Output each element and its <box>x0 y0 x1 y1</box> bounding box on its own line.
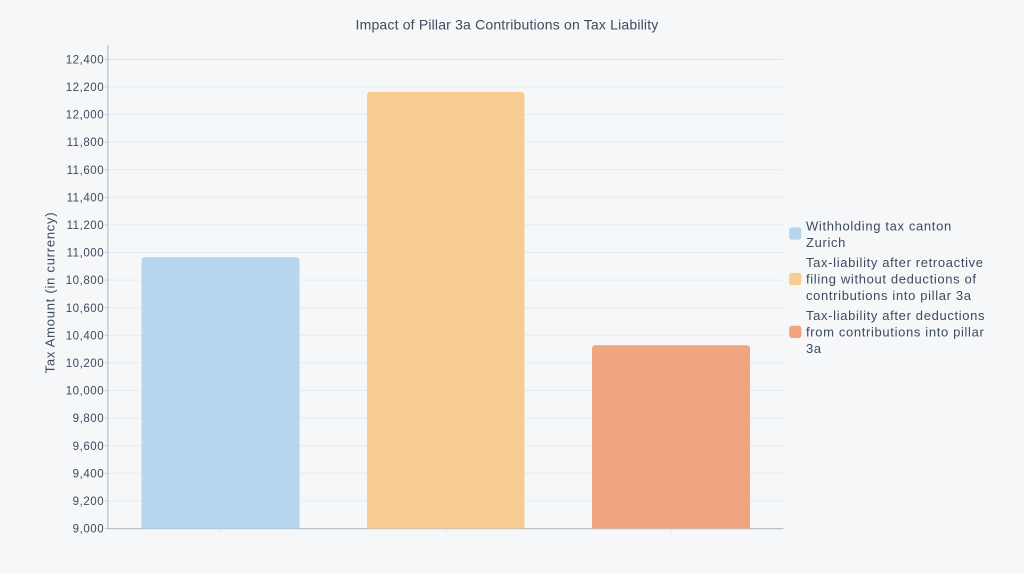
svg-text:contributions into pillar 3a: contributions into pillar 3a <box>806 288 972 303</box>
svg-text:11,800: 11,800 <box>67 137 105 149</box>
svg-text:10,200: 10,200 <box>66 358 104 370</box>
svg-text:11,600: 11,600 <box>67 165 105 177</box>
svg-text:3a: 3a <box>806 341 822 356</box>
svg-text:filing without deductions of: filing without deductions of <box>806 271 977 286</box>
svg-text:9,600: 9,600 <box>73 441 105 453</box>
svg-text:12,400: 12,400 <box>66 54 104 66</box>
svg-text:9,800: 9,800 <box>73 413 105 425</box>
svg-text:10,600: 10,600 <box>66 303 104 315</box>
svg-text:10,800: 10,800 <box>66 275 104 287</box>
svg-text:10,400: 10,400 <box>66 330 104 342</box>
svg-text:Withholding tax canton: Withholding tax canton <box>806 219 952 234</box>
svg-text:11,400: 11,400 <box>67 192 105 204</box>
svg-text:Impact of Pillar 3a Contributi: Impact of Pillar 3a Contributions on Tax… <box>356 17 659 33</box>
svg-text:11,000: 11,000 <box>67 248 105 260</box>
svg-text:12,200: 12,200 <box>66 82 104 94</box>
svg-text:Tax-liability after deductions: Tax-liability after deductions <box>806 308 985 323</box>
svg-text:11,200: 11,200 <box>67 220 105 232</box>
svg-text:12,000: 12,000 <box>66 110 104 122</box>
svg-text:Tax Amount (in currency): Tax Amount (in currency) <box>43 212 58 374</box>
svg-text:from contributions into pillar: from contributions into pillar <box>806 325 984 340</box>
svg-text:9,400: 9,400 <box>73 468 105 480</box>
svg-text:9,200: 9,200 <box>73 496 105 508</box>
svg-text:10,000: 10,000 <box>66 386 104 398</box>
svg-text:9,000: 9,000 <box>73 524 105 536</box>
svg-text:Zurich: Zurich <box>806 235 846 250</box>
svg-text:Tax-liability after retroactiv: Tax-liability after retroactive <box>806 255 984 270</box>
